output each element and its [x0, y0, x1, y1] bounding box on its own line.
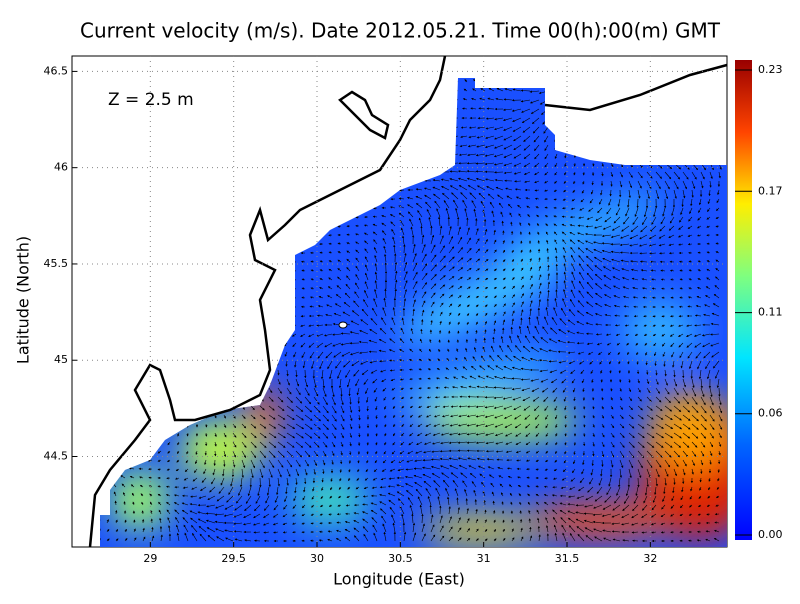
colorbar-tick-label: 0.23 [758, 63, 783, 76]
x-tick-label: 32 [643, 552, 657, 565]
y-tick-label: 44.5 [44, 450, 69, 463]
depth-annotation: Z = 2.5 m [108, 90, 194, 110]
x-tick-label: 31 [477, 552, 491, 565]
y-axis-label: Latitude (North) [14, 236, 33, 364]
colorbar-tick-label: 0.06 [758, 407, 783, 420]
y-tick-label: 46 [54, 161, 68, 174]
x-tick-label: 31.5 [555, 552, 580, 565]
y-tick-label: 45 [54, 353, 68, 366]
island [339, 322, 347, 328]
colorbar [735, 60, 752, 540]
x-tick-label: 30 [310, 552, 324, 565]
x-tick-label: 29.5 [221, 552, 246, 565]
colorbar-tick-label: 0.17 [758, 184, 783, 197]
colorbar-tick-label: 0.00 [758, 528, 783, 541]
title: Current velocity (m/s). Date 2012.05.21.… [80, 19, 721, 43]
x-tick-label: 29 [143, 552, 157, 565]
colorbar-tick-label: 0.11 [758, 306, 783, 319]
x-axis-label: Longitude (East) [333, 570, 465, 589]
x-tick-label: 30.5 [388, 552, 413, 565]
y-tick-label: 45.5 [44, 257, 69, 270]
y-tick-label: 46.5 [44, 64, 69, 77]
